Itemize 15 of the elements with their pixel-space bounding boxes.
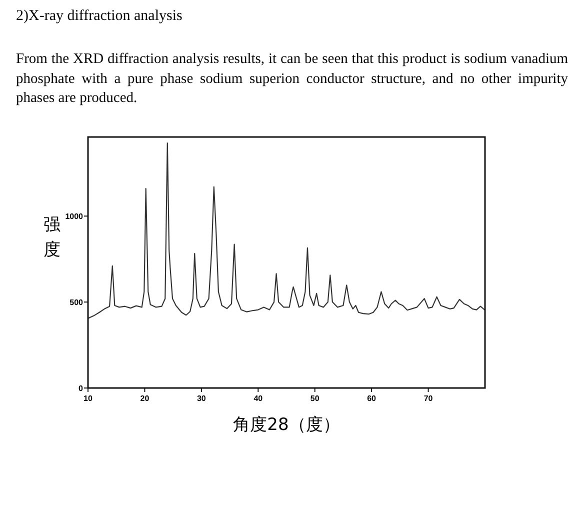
line-series [87, 142, 486, 319]
x-tick-label: 50 [310, 394, 320, 403]
chart-title: 2)X-ray diffraction analysis [16, 8, 182, 25]
x-axis-title: 角度28（度） [233, 415, 340, 435]
y-tick-label: 500 [70, 298, 84, 308]
y-axis-title: 强度 [44, 215, 60, 260]
x-tick-label: 60 [367, 394, 377, 403]
x-tick-label: 30 [196, 394, 206, 403]
y-tick-label: 0 [78, 384, 84, 393]
x-tick-label: 10 [84, 394, 93, 403]
x-tick-label: 20 [140, 394, 150, 403]
y-tick-label: 1000 [65, 212, 84, 222]
chart-subtitle: From the XRD diffraction analysis results, it can be seen that this product is sodium vanadium phosphate with a pure phase sodium superion conductor structure, and no other impurity phases are produced. [16, 50, 568, 108]
x-tick-label: 40 [254, 394, 264, 403]
x-tick-label: 70 [424, 394, 434, 403]
